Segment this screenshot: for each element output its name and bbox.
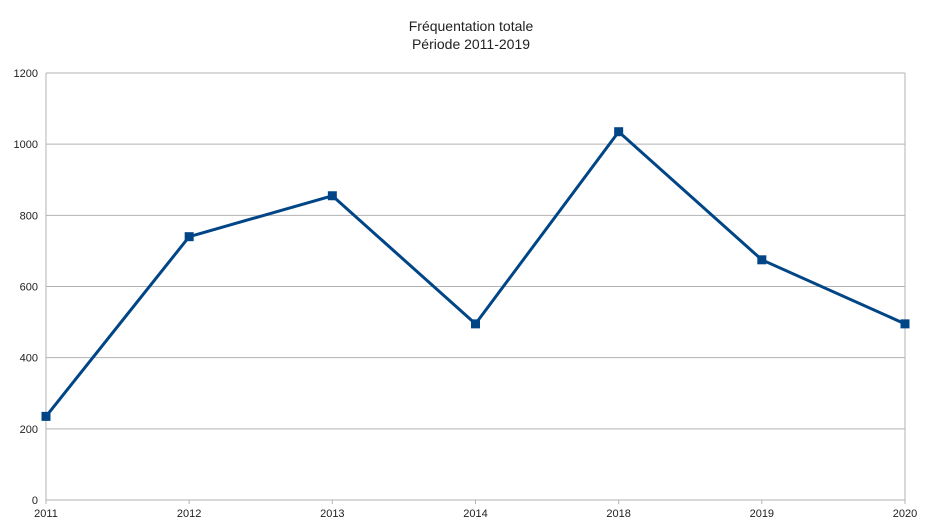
gridlines: [46, 72, 905, 430]
x-tick-label: 2011: [34, 508, 58, 520]
axes: [45, 73, 906, 504]
data-point-marker: [900, 319, 910, 329]
x-tick-label: 2020: [893, 508, 917, 520]
data-point-marker: [41, 411, 51, 421]
series-line: [44, 130, 907, 418]
y-tick-label: 1200: [14, 68, 38, 80]
data-point-marker: [327, 191, 337, 201]
x-tick-labels: 2011 2012 2013 2014 2018 2019 2020: [34, 508, 917, 520]
data-point-marker: [614, 127, 624, 137]
x-tick-label: 2018: [606, 508, 630, 520]
y-tick-label: 200: [20, 424, 38, 436]
x-tick-label: 2014: [463, 508, 487, 520]
series-lines: [44, 130, 907, 418]
chart-subtitle: Période 2011-2019: [412, 36, 530, 52]
y-tick-label: 1000: [14, 139, 38, 151]
x-tick-label: 2019: [750, 508, 774, 520]
x-tick-label: 2013: [320, 508, 344, 520]
x-tick-label: 2012: [177, 508, 201, 520]
y-tick-label: 600: [20, 282, 38, 294]
data-markers: [41, 127, 910, 421]
data-point-marker: [757, 255, 767, 265]
y-tick-label: 0: [32, 495, 38, 507]
y-tick-label: 400: [20, 353, 38, 365]
chart-title: Fréquentation totale: [409, 18, 534, 34]
data-point-marker: [471, 319, 480, 329]
y-tick-labels: 0 200 400 600 800 1000 1200: [14, 68, 38, 507]
data-point-marker: [184, 232, 194, 242]
y-tick-label: 800: [20, 210, 38, 222]
